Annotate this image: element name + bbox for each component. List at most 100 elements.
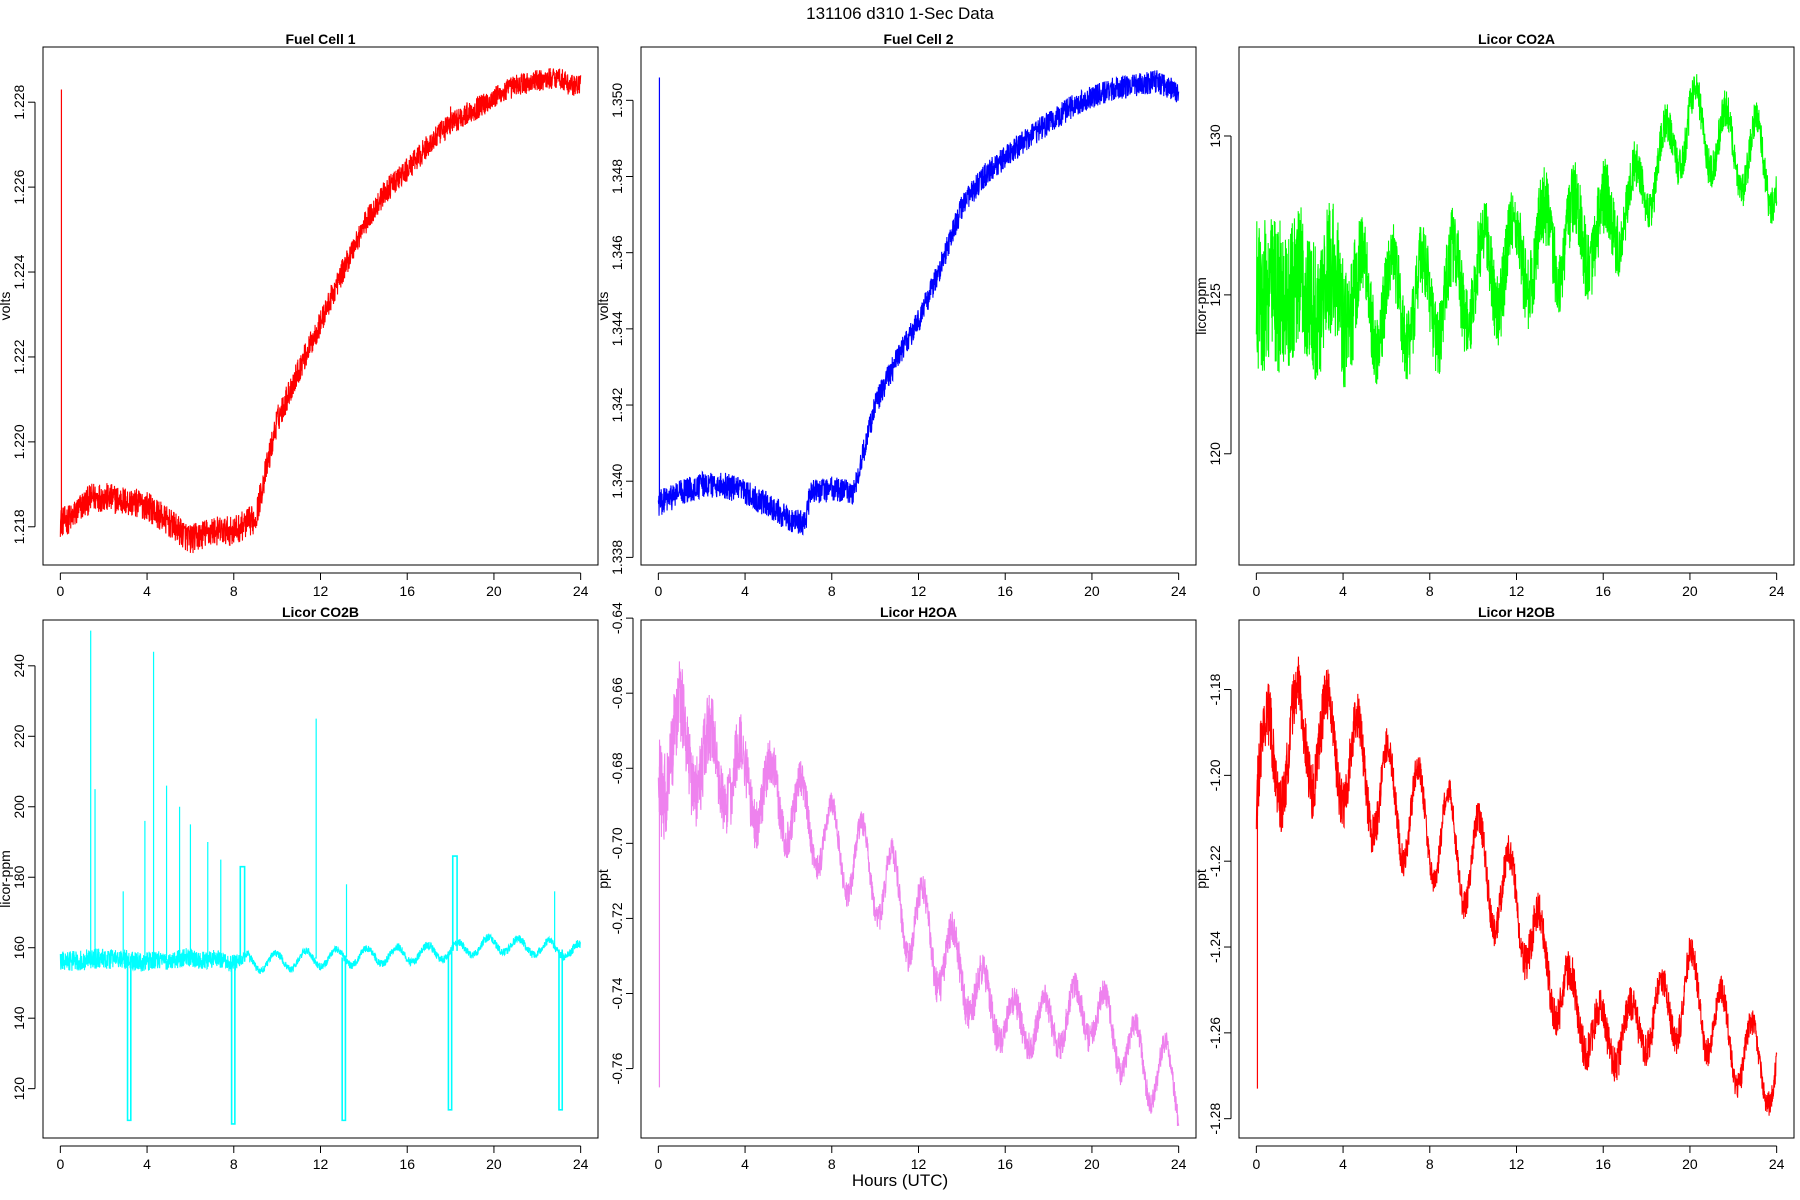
series-dip <box>230 961 236 1125</box>
y-tick-label: 1.228 <box>11 84 27 119</box>
x-tick-label: 20 <box>1682 1156 1698 1172</box>
y-tick-label: 130 <box>1207 124 1223 148</box>
series-line <box>657 661 1180 1127</box>
x-tick-label: 16 <box>997 1156 1013 1172</box>
chart-panel: Licor CO2B licor-ppm 0 4 8 12 16 20 24 120 140 160 1… <box>0 604 599 1172</box>
series-line <box>59 68 582 554</box>
y-axis-label: ppt <box>595 869 611 889</box>
series-line <box>1255 74 1778 388</box>
x-tick-label: 16 <box>399 583 415 599</box>
x-tick-label: 24 <box>1769 1156 1785 1172</box>
y-tick-label: 160 <box>11 936 27 960</box>
chart-panel: Fuel Cell 2 volts 0 4 8 12 16 20 24 1.338 1.340 1.3… <box>595 31 1197 599</box>
y-tick-label: 1.338 <box>609 540 625 575</box>
y-axis-label: volts <box>595 292 611 321</box>
series-group <box>1255 656 1778 1116</box>
x-tick-label: 4 <box>1339 1156 1347 1172</box>
y-tick-label: 240 <box>11 654 27 678</box>
plot-frame <box>640 46 1197 566</box>
series-line <box>59 933 581 975</box>
y-tick-label: 120 <box>1207 442 1223 466</box>
y-tick-label: 1.220 <box>11 424 27 459</box>
x-tick-label: 4 <box>741 583 749 599</box>
x-tick-label: 24 <box>573 1156 589 1172</box>
x-tick-label: 0 <box>654 1156 662 1172</box>
y-tick-label: 1.350 <box>609 83 625 118</box>
x-tick-label: 4 <box>143 583 151 599</box>
y-tick-label: -0.66 <box>609 677 625 709</box>
panel-title: Fuel Cell 1 <box>285 31 355 47</box>
x-tick-label: 8 <box>230 583 238 599</box>
y-tick-label: -1.22 <box>1207 845 1223 877</box>
y-tick-label: 1.346 <box>609 235 625 270</box>
y-tick-label: -1.24 <box>1207 931 1223 963</box>
x-tick-label: 8 <box>828 583 836 599</box>
panels: Fuel Cell 1 volts 0 4 8 12 16 20 24 1.218 1.220 1.2… <box>0 31 1795 1172</box>
x-tick-label: 20 <box>486 583 502 599</box>
series-line <box>1255 656 1778 1116</box>
x-tick-label: 20 <box>486 1156 502 1172</box>
y-tick-label: 140 <box>11 1006 27 1030</box>
y-tick-label: 1.218 <box>11 509 27 544</box>
x-tick-label: 4 <box>143 1156 151 1172</box>
panel-title: Licor H2OB <box>1478 604 1555 620</box>
y-tick-label: -1.20 <box>1207 759 1223 791</box>
panel-title: Licor CO2A <box>1478 31 1555 47</box>
y-tick-label: -0.72 <box>609 902 625 934</box>
x-tick-label: 12 <box>911 583 927 599</box>
panel-title: Licor CO2B <box>282 604 359 620</box>
y-tick-label: 1.344 <box>609 311 625 346</box>
y-tick-label: -0.70 <box>609 827 625 859</box>
chart-panel: Licor CO2A licor-ppm 0 4 8 12 16 20 24 120 125 130 <box>1193 31 1795 599</box>
x-tick-label: 16 <box>997 583 1013 599</box>
chart-panel: Licor H2OB ppt 0 4 8 12 16 20 24 -1.28 -1.26 -1.24 -… <box>1193 604 1795 1172</box>
y-tick-label: 180 <box>11 865 27 889</box>
series-group <box>59 68 582 554</box>
x-tick-label: 16 <box>1595 583 1611 599</box>
x-tick-label: 24 <box>573 583 589 599</box>
series-group <box>1255 74 1778 388</box>
x-tick-label: 12 <box>1509 583 1525 599</box>
y-tick-label: 200 <box>11 795 27 819</box>
plot-frame <box>640 619 1197 1139</box>
x-tick-label: 0 <box>1252 1156 1260 1172</box>
y-axis-label: licor-ppm <box>0 850 13 908</box>
x-tick-label: 12 <box>313 1156 329 1172</box>
y-tick-label: 1.340 <box>609 463 625 498</box>
x-tick-label: 0 <box>654 583 662 599</box>
x-tick-label: 8 <box>1426 583 1434 599</box>
x-tick-label: 24 <box>1171 1156 1187 1172</box>
x-tick-label: 24 <box>1171 583 1187 599</box>
y-tick-label: -0.76 <box>609 1052 625 1084</box>
plot-frame <box>42 619 599 1139</box>
x-tick-label: 16 <box>399 1156 415 1172</box>
x-tick-label: 0 <box>56 1156 64 1172</box>
series-dip <box>341 957 347 1122</box>
chart-panel: Fuel Cell 1 volts 0 4 8 12 16 20 24 1.218 1.220 1.2… <box>0 31 599 599</box>
x-tick-label: 12 <box>313 583 329 599</box>
x-tick-label: 8 <box>828 1156 836 1172</box>
series-group <box>657 70 1180 536</box>
chart-panel: Licor H2OA ppt 0 4 8 12 16 20 24 -0.76 -0.74 -0.72 -… <box>595 602 1197 1172</box>
x-tick-label: 20 <box>1084 583 1100 599</box>
x-tick-label: 24 <box>1769 583 1785 599</box>
series-plateau <box>451 855 458 951</box>
x-tick-label: 20 <box>1682 583 1698 599</box>
x-tick-label: 4 <box>741 1156 749 1172</box>
y-tick-label: 1.224 <box>11 254 27 289</box>
y-axis-label: ppt <box>1193 869 1209 889</box>
y-tick-label: 220 <box>11 724 27 748</box>
y-tick-label: 1.342 <box>609 387 625 422</box>
y-tick-label: -0.74 <box>609 977 625 1009</box>
y-axis-label: licor-ppm <box>1193 277 1209 335</box>
y-axis-label: volts <box>0 292 13 321</box>
plot-frame <box>1238 46 1795 566</box>
y-tick-label: -1.18 <box>1207 673 1223 705</box>
series-group <box>657 661 1180 1127</box>
x-tick-label: 20 <box>1084 1156 1100 1172</box>
y-tick-label: 125 <box>1207 283 1223 307</box>
x-tick-label: 8 <box>1426 1156 1434 1172</box>
x-tick-label: 12 <box>1509 1156 1525 1172</box>
